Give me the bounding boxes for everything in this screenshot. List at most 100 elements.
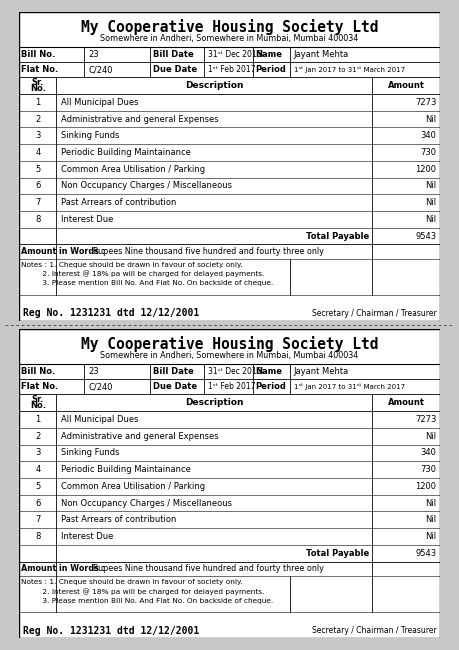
Text: C/240: C/240	[89, 382, 113, 391]
Text: Somewhere in Andheri, Somewhere in Mumbai, Mumbai 400034: Somewhere in Andheri, Somewhere in Mumba…	[101, 352, 358, 361]
Text: Periodic Building Maintainance: Periodic Building Maintainance	[62, 148, 191, 157]
Text: Common Area Utilisation / Parking: Common Area Utilisation / Parking	[62, 482, 206, 491]
Text: Nil: Nil	[425, 214, 437, 224]
Text: Due Date: Due Date	[153, 65, 197, 74]
Text: Past Arrears of contribution: Past Arrears of contribution	[62, 198, 177, 207]
Text: Non Occupancy Charges / Miscellaneous: Non Occupancy Charges / Miscellaneous	[62, 499, 232, 508]
Text: Flat No.: Flat No.	[22, 382, 59, 391]
Text: No.: No.	[30, 401, 46, 410]
Text: 3: 3	[35, 448, 40, 458]
Text: Nil: Nil	[425, 532, 437, 541]
Text: Periodic Building Maintainance: Periodic Building Maintainance	[62, 465, 191, 474]
Text: Rupees Nine thousand five hundred and fourty three only: Rupees Nine thousand five hundred and fo…	[93, 564, 324, 573]
Text: Common Area Utilisation / Parking: Common Area Utilisation / Parking	[62, 164, 206, 174]
Text: Bill Date: Bill Date	[153, 50, 194, 59]
Text: Sinking Funds: Sinking Funds	[62, 131, 120, 140]
Text: Amount in Words :: Amount in Words :	[22, 564, 105, 573]
Text: Secretary / Chairman / Treasurer: Secretary / Chairman / Treasurer	[312, 626, 437, 635]
Text: 3. Please mention Bill No. And Flat No. On backside of cheque.: 3. Please mention Bill No. And Flat No. …	[22, 280, 274, 287]
Text: Total Payable: Total Payable	[306, 549, 369, 558]
Text: Sinking Funds: Sinking Funds	[62, 448, 120, 458]
Text: All Municipal Dues: All Municipal Dues	[62, 98, 139, 107]
Text: 1ˢᵗ Jan 2017 to 31ˢᵗ March 2017: 1ˢᵗ Jan 2017 to 31ˢᵗ March 2017	[294, 66, 405, 73]
Text: 4: 4	[35, 148, 40, 157]
Text: Nil: Nil	[425, 114, 437, 124]
Text: 4: 4	[35, 465, 40, 474]
Text: Nil: Nil	[425, 499, 437, 508]
Text: Jayant Mehta: Jayant Mehta	[294, 367, 349, 376]
Text: Reg No. 1231231 dtd 12/12/2001: Reg No. 1231231 dtd 12/12/2001	[22, 308, 199, 318]
Text: Nil: Nil	[425, 181, 437, 190]
Text: All Municipal Dues: All Municipal Dues	[62, 415, 139, 424]
Text: 2: 2	[35, 432, 40, 441]
Text: 2. Interest @ 18% pa will be charged for delayed payments.: 2. Interest @ 18% pa will be charged for…	[22, 588, 265, 595]
Text: Period: Period	[255, 65, 286, 74]
Text: 1ˢᵗ Feb 2017: 1ˢᵗ Feb 2017	[207, 65, 255, 74]
Text: Notes : 1. Cheque should be drawn in favour of society only.: Notes : 1. Cheque should be drawn in fav…	[22, 579, 243, 585]
Text: 7273: 7273	[415, 415, 437, 424]
Text: 9543: 9543	[415, 231, 437, 240]
Text: Bill No.: Bill No.	[22, 50, 56, 59]
Text: 1ˢᵗ Jan 2017 to 31ˢᵗ March 2017: 1ˢᵗ Jan 2017 to 31ˢᵗ March 2017	[294, 384, 405, 390]
Text: Rupees Nine thousand five hundred and fourty three only: Rupees Nine thousand five hundred and fo…	[93, 247, 324, 256]
Text: 3. Please mention Bill No. And Flat No. On backside of cheque.: 3. Please mention Bill No. And Flat No. …	[22, 597, 274, 604]
Text: Administrative and general Expenses: Administrative and general Expenses	[62, 432, 219, 441]
Text: 23: 23	[89, 50, 99, 59]
Text: 1: 1	[35, 98, 40, 107]
Text: Name: Name	[255, 367, 282, 376]
Text: 7: 7	[35, 198, 40, 207]
Text: Administrative and general Expenses: Administrative and general Expenses	[62, 114, 219, 124]
Text: 1ˢᵗ Feb 2017: 1ˢᵗ Feb 2017	[207, 382, 255, 391]
Text: Sr.: Sr.	[32, 78, 44, 87]
Text: Interest Due: Interest Due	[62, 532, 114, 541]
Text: 9543: 9543	[415, 549, 437, 558]
Text: Period: Period	[255, 382, 286, 391]
Text: 31ˢᵗ Dec 2016: 31ˢᵗ Dec 2016	[207, 367, 261, 376]
Text: 1: 1	[35, 415, 40, 424]
Text: 5: 5	[35, 164, 40, 174]
Text: Nil: Nil	[425, 515, 437, 525]
Text: Sr.: Sr.	[32, 395, 44, 404]
Text: Bill Date: Bill Date	[153, 367, 194, 376]
Text: 340: 340	[420, 131, 437, 140]
Text: Description: Description	[185, 81, 244, 90]
Text: 8: 8	[35, 532, 40, 541]
Text: 8: 8	[35, 214, 40, 224]
Text: 6: 6	[35, 181, 40, 190]
Text: Nil: Nil	[425, 198, 437, 207]
Text: Interest Due: Interest Due	[62, 214, 114, 224]
Text: 23: 23	[89, 367, 99, 376]
Text: Past Arrears of contribution: Past Arrears of contribution	[62, 515, 177, 525]
Text: Total Payable: Total Payable	[306, 231, 369, 240]
Text: Reg No. 1231231 dtd 12/12/2001: Reg No. 1231231 dtd 12/12/2001	[22, 625, 199, 636]
Text: 6: 6	[35, 499, 40, 508]
Text: 730: 730	[420, 148, 437, 157]
Text: Jayant Mehta: Jayant Mehta	[294, 50, 349, 59]
Text: 2: 2	[35, 114, 40, 124]
Text: Description: Description	[185, 398, 244, 407]
Text: Amount in Words :: Amount in Words :	[22, 247, 105, 256]
Text: 7273: 7273	[415, 98, 437, 107]
Text: Nil: Nil	[425, 432, 437, 441]
Text: 730: 730	[420, 465, 437, 474]
Text: Due Date: Due Date	[153, 382, 197, 391]
Text: C/240: C/240	[89, 65, 113, 74]
Text: Flat No.: Flat No.	[22, 65, 59, 74]
Text: My Cooperative Housing Society Ltd: My Cooperative Housing Society Ltd	[81, 19, 378, 35]
Text: 1200: 1200	[415, 482, 437, 491]
Text: Amount: Amount	[387, 398, 425, 407]
Text: No.: No.	[30, 84, 46, 93]
Text: 2. Interest @ 18% pa will be charged for delayed payments.: 2. Interest @ 18% pa will be charged for…	[22, 270, 265, 278]
Text: 1200: 1200	[415, 164, 437, 174]
Text: Secretary / Chairman / Treasurer: Secretary / Chairman / Treasurer	[312, 309, 437, 318]
Text: Somewhere in Andheri, Somewhere in Mumbai, Mumbai 400034: Somewhere in Andheri, Somewhere in Mumba…	[101, 34, 358, 44]
Text: Notes : 1. Cheque should be drawn in favour of society only.: Notes : 1. Cheque should be drawn in fav…	[22, 262, 243, 268]
Text: 340: 340	[420, 448, 437, 458]
Text: My Cooperative Housing Society Ltd: My Cooperative Housing Society Ltd	[81, 336, 378, 352]
Text: Non Occupancy Charges / Miscellaneous: Non Occupancy Charges / Miscellaneous	[62, 181, 232, 190]
Text: Name: Name	[255, 50, 282, 59]
Text: 7: 7	[35, 515, 40, 525]
Text: 3: 3	[35, 131, 40, 140]
Text: 31ˢᵗ Dec 2016: 31ˢᵗ Dec 2016	[207, 50, 261, 59]
Text: Amount: Amount	[387, 81, 425, 90]
